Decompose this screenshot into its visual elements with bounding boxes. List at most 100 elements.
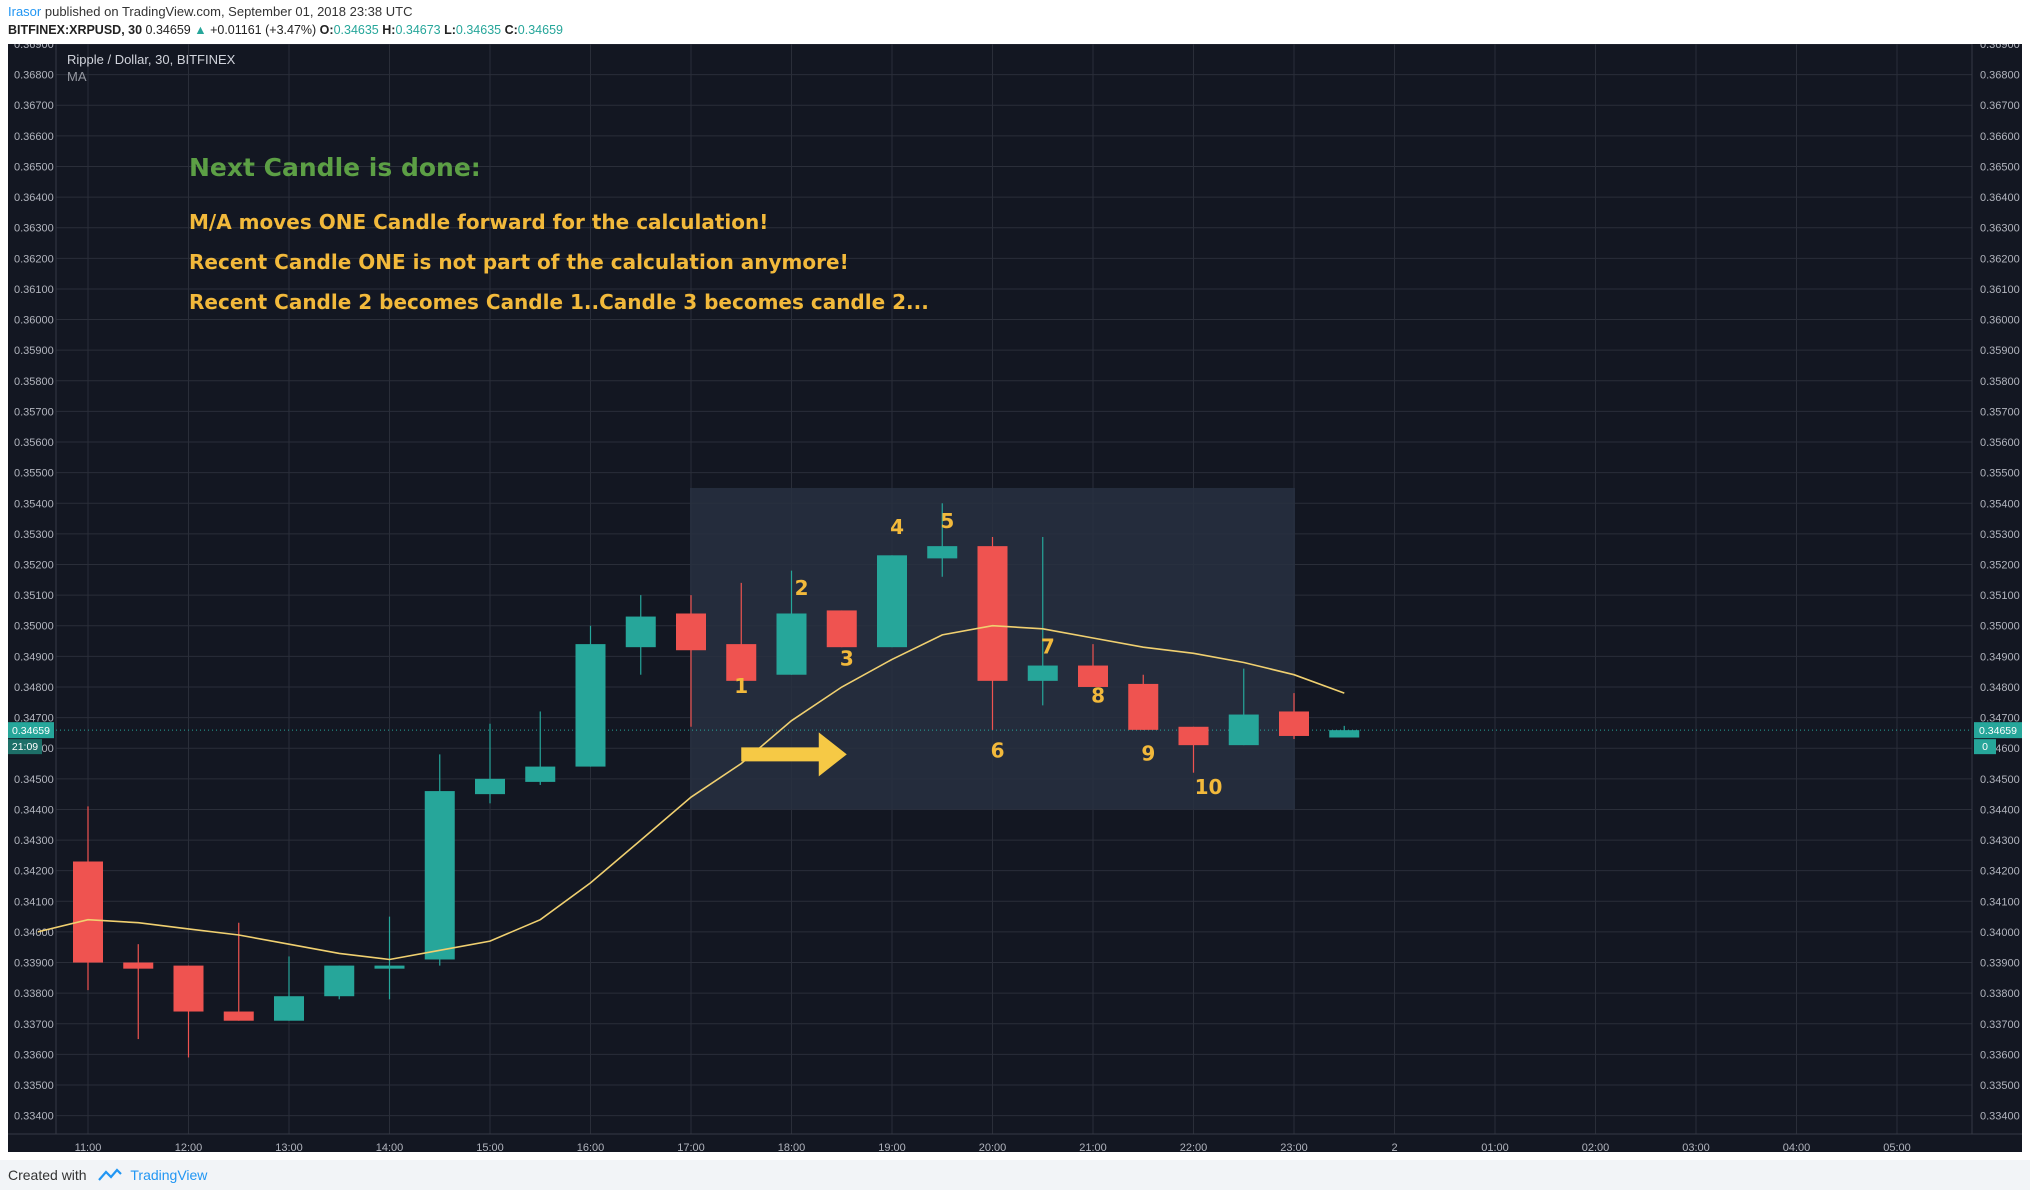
- candle-body[interactable]: [977, 546, 1008, 681]
- y-tick-label-right: 0.34800: [1980, 682, 2020, 694]
- candle-body[interactable]: [726, 644, 757, 681]
- y-tick-label-right: 0.34300: [1980, 835, 2020, 847]
- symbol-label: BITFINEX:XRPUSD, 30: [8, 23, 143, 37]
- candle-body[interactable]: [625, 616, 656, 648]
- y-tick-label-right: 0.36600: [1980, 131, 2020, 143]
- x-tick-label: 12:00: [175, 1142, 203, 1154]
- moving-average-line[interactable]: [37, 624, 1345, 961]
- high-label: H:: [382, 23, 396, 37]
- y-tick-label-right: 0.34100: [1980, 896, 2020, 908]
- candle-number-label: 7: [1041, 634, 1055, 658]
- low-label: L:: [444, 23, 456, 37]
- candle-body[interactable]: [1178, 726, 1209, 746]
- y-tick-label-left: 0.33400: [14, 1111, 54, 1123]
- last-price-label-right: 0.34659: [1979, 725, 2017, 737]
- x-tick-label: 23:00: [1280, 1142, 1308, 1154]
- candle-body[interactable]: [1228, 714, 1259, 746]
- y-tick-label-left: 0.35000: [14, 621, 54, 633]
- y-tick-label-left: 0.35200: [14, 560, 54, 572]
- footer: Created with TradingView: [0, 1160, 2030, 1190]
- candle-body[interactable]: [123, 962, 154, 969]
- y-tick-label-right: 0.34900: [1980, 651, 2020, 663]
- candle-body[interactable]: [324, 965, 355, 997]
- y-tick-label-left: 0.34900: [14, 651, 54, 663]
- candle-body[interactable]: [826, 610, 857, 648]
- y-tick-label-right: 0.35400: [1980, 498, 2020, 510]
- x-tick-label: 18:00: [778, 1142, 806, 1154]
- y-tick-label-right: 0.35000: [1980, 621, 2020, 633]
- x-tick-label: 03:00: [1682, 1142, 1710, 1154]
- y-tick-label-right: 0.33800: [1980, 988, 2020, 1000]
- x-tick-label: 11:00: [75, 1142, 102, 1154]
- y-tick-label-left: 0.35400: [14, 498, 54, 510]
- y-tick-label-right: 0.36900: [1980, 44, 2020, 51]
- y-tick-label-right: 0.34500: [1980, 774, 2020, 786]
- candle-body[interactable]: [223, 1011, 254, 1021]
- y-tick-label-right: 0.35100: [1980, 590, 2020, 602]
- high-value: 0.34673: [395, 23, 441, 37]
- y-tick-label-left: 0.34400: [14, 804, 54, 816]
- y-tick-label-left: 0.36700: [14, 100, 54, 112]
- candle-body[interactable]: [274, 996, 304, 1021]
- annotation-title: Next Candle is done:: [189, 153, 481, 182]
- candle-body[interactable]: [776, 613, 807, 675]
- author-link[interactable]: Irasor: [8, 4, 42, 19]
- x-tick-label: 02:00: [1582, 1142, 1610, 1154]
- candle-body[interactable]: [173, 965, 204, 1012]
- candle-body[interactable]: [877, 555, 907, 648]
- candle-body[interactable]: [73, 861, 103, 963]
- countdown-label: 21:09: [12, 741, 38, 753]
- candle-body[interactable]: [1128, 683, 1159, 730]
- y-tick-label-left: 0.34700: [14, 713, 54, 725]
- last-price-badge-left: [8, 722, 54, 739]
- x-tick-label: 04:00: [1783, 1142, 1811, 1154]
- candle-body[interactable]: [927, 546, 958, 559]
- x-tick-label: 17:00: [677, 1142, 705, 1154]
- candle-number-label: 3: [840, 647, 854, 671]
- y-tick-label-right: 0.35500: [1980, 468, 2020, 480]
- candle-body[interactable]: [374, 965, 405, 969]
- tradingview-link[interactable]: TradingView: [130, 1167, 208, 1183]
- annotation-line-3: Recent Candle 2 becomes Candle 1..Candle…: [189, 290, 929, 314]
- candle-body[interactable]: [525, 766, 556, 782]
- y-tick-label-right: 0.36400: [1980, 192, 2020, 204]
- chart-canvas[interactable]: 0.33400 0.33400 0.33500 0.33500 0.33600 0.336…: [0, 44, 2030, 1160]
- x-tick-label: 05:00: [1883, 1142, 1911, 1154]
- y-tick-label-right: 0.33700: [1980, 1019, 2020, 1031]
- x-tick-label: 22:00: [1180, 1142, 1208, 1154]
- candle-number-label: 8: [1091, 683, 1105, 707]
- x-tick-label: 19:00: [878, 1142, 906, 1154]
- low-value: 0.34635: [455, 23, 502, 37]
- y-tick-label-right: 0.36000: [1980, 315, 2020, 327]
- x-tick-label: 14:00: [376, 1142, 404, 1154]
- y-tick-label-left: 0.36300: [14, 223, 54, 235]
- close-value: 0.34659: [517, 23, 563, 37]
- open-value: 0.34635: [333, 23, 379, 37]
- candle-body[interactable]: [424, 791, 455, 960]
- candle-number-label: 2: [795, 576, 809, 600]
- x-tick-label: 20:00: [979, 1142, 1007, 1154]
- candle-body[interactable]: [676, 613, 706, 651]
- candle-body[interactable]: [1027, 665, 1058, 681]
- y-tick-label-right: 0.34200: [1980, 866, 2020, 878]
- y-tick-label-right: 0.35800: [1980, 376, 2020, 388]
- x-tick-label: 16:00: [577, 1142, 605, 1154]
- arrow-right-icon: [741, 732, 847, 777]
- y-tick-label-right: 0.35700: [1980, 406, 2020, 418]
- x-tick-label: 21:00: [1079, 1142, 1107, 1154]
- candle-body[interactable]: [1279, 711, 1309, 736]
- y-tick-label-right: 0.36700: [1980, 100, 2020, 112]
- open-label: O:: [319, 23, 334, 37]
- y-tick-label-right: 0.36800: [1980, 70, 2020, 82]
- candle-body[interactable]: [1078, 665, 1108, 687]
- x-tick-label: 01:00: [1481, 1142, 1509, 1154]
- publish-info: Irasor published on TradingView.com, Sep…: [8, 4, 412, 19]
- y-tick-label-right: 0.33900: [1980, 958, 2020, 970]
- y-tick-label-left: 0.34300: [14, 835, 54, 847]
- candle-body[interactable]: [1329, 730, 1360, 738]
- y-tick-label-left: 0.36400: [14, 192, 54, 204]
- candle-body[interactable]: [475, 778, 505, 795]
- y-tick-label-right: 0.35300: [1980, 529, 2020, 541]
- x-tick-label: 15:00: [476, 1142, 504, 1154]
- candle-body[interactable]: [575, 644, 606, 767]
